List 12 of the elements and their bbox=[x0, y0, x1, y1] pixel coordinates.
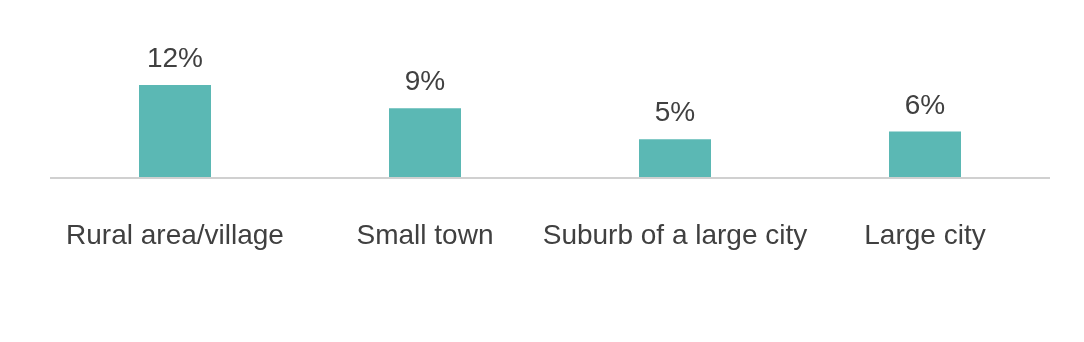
bar bbox=[639, 139, 711, 178]
x-tick-label: Suburb of a large city bbox=[542, 218, 808, 250]
x-tick-label: Large city bbox=[864, 218, 986, 250]
data-label: 12% bbox=[146, 42, 204, 73]
x-tick-label: Rural area/village bbox=[66, 218, 284, 250]
bar bbox=[139, 85, 211, 178]
data-label: 6% bbox=[904, 88, 946, 120]
data-label: 5% bbox=[654, 96, 696, 128]
x-tick-label: Small town bbox=[356, 218, 494, 250]
bar bbox=[889, 131, 961, 178]
data-label: 9% bbox=[404, 65, 446, 97]
bar bbox=[389, 108, 461, 178]
